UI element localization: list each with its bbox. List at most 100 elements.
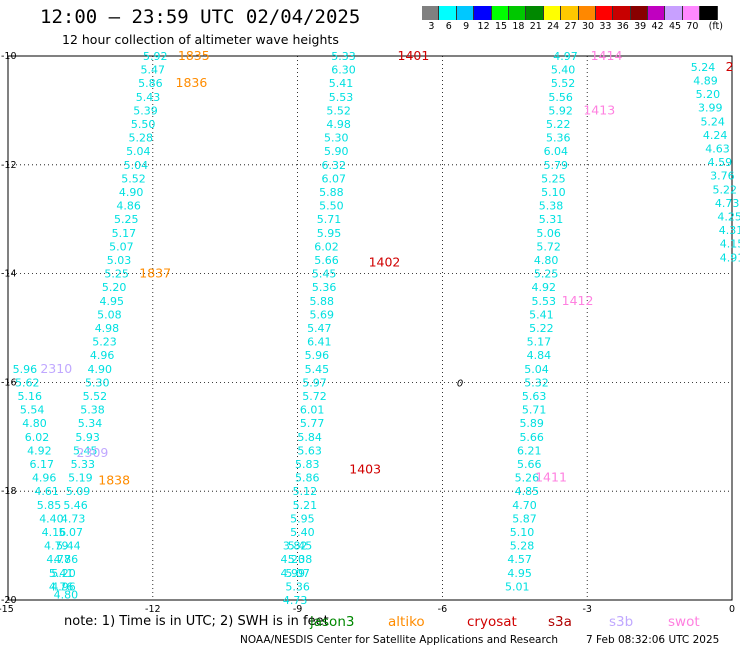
- colorbar-swatch: [595, 6, 614, 20]
- wave-height-value: 4.84: [527, 349, 552, 362]
- page-subtitle: 12 hour collection of altimeter wave hei…: [62, 32, 339, 47]
- legend-item-s3b: s3b: [609, 614, 634, 630]
- wave-height-value: 5.56: [548, 91, 573, 104]
- wave-height-value: 5.62: [15, 376, 40, 389]
- wave-height-value: 5.86: [295, 472, 320, 485]
- wave-height-value: 4.90: [119, 186, 144, 199]
- wave-height-value: 4.73: [61, 512, 86, 525]
- wave-height-value: 5.20: [51, 567, 76, 580]
- colorbar-label: 18: [512, 21, 525, 32]
- wave-height-value: 5.77: [300, 417, 325, 430]
- wave-height-value: 4.73: [283, 594, 308, 607]
- wave-height-value: 4.85: [515, 485, 540, 498]
- wave-height-value: 4.76: [49, 580, 74, 593]
- wave-height-value: 5.28: [128, 132, 153, 145]
- colorbar-label: 9: [463, 21, 470, 32]
- wave-height-value: 5.89: [519, 417, 544, 430]
- wave-height-value: 4.99: [281, 567, 306, 580]
- wave-height-value: 4.89: [693, 74, 718, 87]
- colorbar-swatch: [491, 6, 509, 20]
- colorbar-label: 42: [651, 21, 664, 32]
- wave-height-value: 5.88: [319, 186, 344, 199]
- wave-height-value: 5.92: [548, 104, 573, 117]
- y-tick-label: -20: [1, 595, 17, 606]
- wave-height-value: 5.26: [515, 472, 540, 485]
- wave-height-value: 5.10: [510, 526, 535, 539]
- track-time-label: 1413: [583, 102, 615, 117]
- track-time-label: 2: [726, 59, 734, 74]
- wave-height-value: 5.40: [551, 64, 576, 77]
- colorbar-swatch: [578, 6, 596, 20]
- colorbar: [422, 6, 718, 20]
- wave-height-value: 5.52: [121, 172, 146, 185]
- wave-height-value: 5.86: [138, 77, 163, 90]
- wave-height-value: 4.80: [22, 417, 47, 430]
- wave-height-value: 4.63: [705, 142, 730, 155]
- track-time-label: 1414: [591, 48, 623, 63]
- wave-height-value: 4.80: [534, 254, 559, 267]
- wave-height-value: 5.12: [293, 485, 318, 498]
- wave-height-value: 4.24: [703, 129, 728, 142]
- footer-timestamp: 7 Feb 08:32:06 UTC 2025: [586, 634, 720, 646]
- wave-height-value: 4.70: [512, 499, 537, 512]
- wave-height-value: 5.20: [696, 88, 721, 101]
- wave-height-value: 5.50: [131, 118, 156, 131]
- wave-height-value: 5.36: [285, 580, 310, 593]
- wave-height-value: 5.19: [68, 472, 93, 485]
- wave-height-value: 5.45: [312, 268, 337, 281]
- wave-height-value: 4.79: [44, 540, 69, 553]
- colorbar-swatch: [439, 6, 457, 20]
- footer-credit: NOAA/NESDIS Center for Satellite Applica…: [240, 634, 558, 646]
- wave-height-value: 5.04: [126, 145, 151, 158]
- wave-height-value: 5.38: [80, 404, 105, 417]
- colorbar-label: 12: [477, 21, 490, 32]
- wave-height-value: 5.95: [317, 227, 342, 240]
- wave-height-value: 4.95: [507, 567, 532, 580]
- wave-height-value: 5.97: [302, 376, 327, 389]
- x-tick-label: 0: [729, 604, 735, 615]
- wave-height-value: 5.66: [519, 431, 544, 444]
- wave-height-value: 5.45: [288, 540, 313, 553]
- wave-height-value: 6.02: [314, 240, 339, 253]
- wave-height-value: 5.36: [312, 281, 337, 294]
- y-tick-label: -18: [1, 486, 17, 497]
- wave-height-value: 5.20: [102, 281, 127, 294]
- wave-height-value: 5.96: [305, 349, 330, 362]
- y-tick-label: -12: [1, 160, 17, 171]
- wave-height-value: 5.85: [37, 499, 62, 512]
- wave-height-value: 5.47: [141, 64, 166, 77]
- wave-height-value: 5.52: [326, 104, 351, 117]
- footer: NOAA/NESDIS Center for Satellite Applica…: [240, 634, 719, 646]
- x-tick-label: -3: [582, 604, 591, 615]
- colorbar-label: 24: [547, 21, 560, 32]
- wave-height-value: 5.71: [317, 213, 342, 226]
- wave-height-value: 5.41: [49, 567, 74, 580]
- wave-height-value: 5.50: [319, 200, 344, 213]
- colorbar-label: 30: [581, 21, 595, 32]
- wave-height-value: 5.53: [532, 295, 557, 308]
- wave-height-value: 5.17: [527, 336, 552, 349]
- wave-height-value: 4.57: [507, 553, 532, 566]
- colorbar-swatch: [630, 6, 649, 20]
- wave-height-value: 5.30: [324, 132, 349, 145]
- wave-height-value: 5.07: [285, 567, 310, 580]
- wave-height-value: 5.87: [512, 512, 537, 525]
- wave-height-value: 5.22: [713, 183, 738, 196]
- wave-height-value: 5.66: [314, 254, 339, 267]
- wave-height-value: 4.73: [715, 197, 740, 210]
- y-tick-label: -16: [1, 377, 17, 388]
- wave-height-value: 5.90: [324, 145, 349, 158]
- colorbar-label: 33: [599, 21, 612, 32]
- wave-height-value: 6.21: [517, 444, 542, 457]
- wave-height-value: 4.16: [42, 526, 67, 539]
- wave-height-value: 5.25: [114, 213, 139, 226]
- track-time-label: 1402: [369, 255, 401, 270]
- colorbar-label: 21: [529, 21, 542, 32]
- colorbar-swatch: [474, 6, 492, 20]
- note-text: note: 1) Time is in UTC; 2) SWH is in fe…: [64, 614, 329, 629]
- wave-height-value: 4.86: [116, 200, 141, 213]
- wave-height-value: 4.98: [95, 322, 120, 335]
- track-time-label: 1838: [98, 472, 130, 487]
- wave-height-value: 5.09: [66, 485, 91, 498]
- wave-height-value: 5.32: [524, 376, 549, 389]
